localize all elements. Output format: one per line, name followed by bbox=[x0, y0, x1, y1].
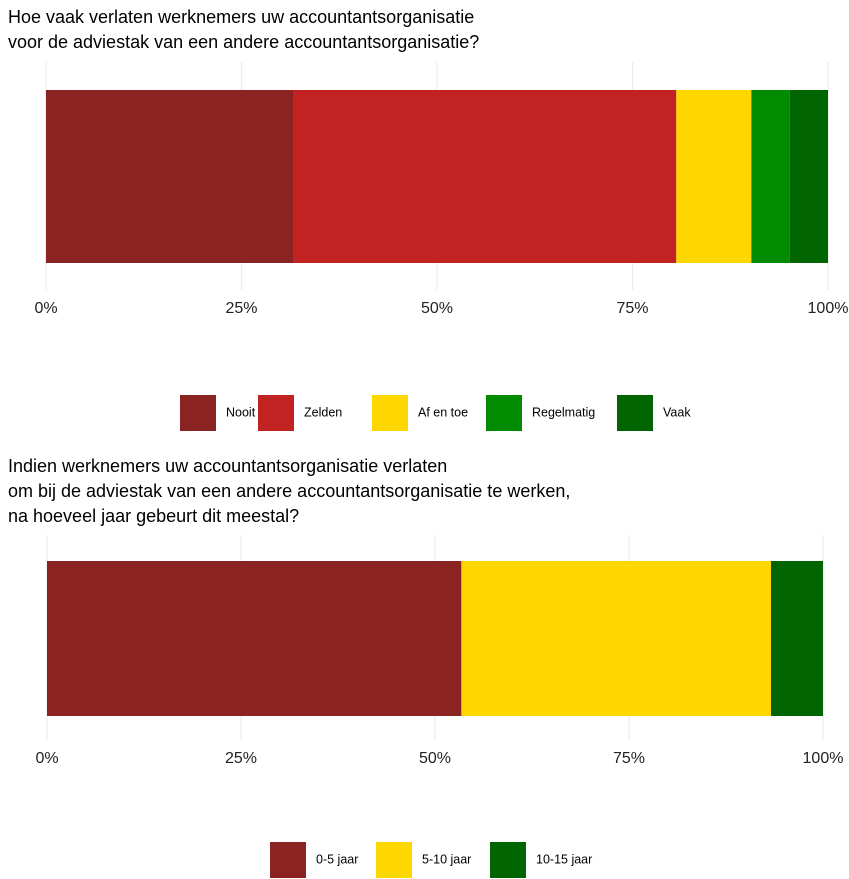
x-tick-label: 50% bbox=[421, 300, 453, 317]
x-tick-label: 0% bbox=[35, 750, 58, 767]
bar-segment bbox=[676, 90, 752, 263]
x-tick-label: 75% bbox=[616, 300, 648, 317]
bar-segment bbox=[461, 561, 772, 716]
legend-swatch bbox=[486, 395, 522, 431]
bar-segment bbox=[789, 90, 828, 263]
x-tick-label: 100% bbox=[808, 300, 849, 317]
chart-title: Indien werknemers uw accountantsorganisa… bbox=[8, 456, 447, 476]
chart-title: om bij de adviestak van een andere accou… bbox=[8, 481, 570, 501]
legend-label: Regelmatig bbox=[532, 405, 595, 419]
legend-swatch bbox=[270, 842, 306, 878]
legend-label: Nooit bbox=[226, 405, 256, 419]
x-tick-label: 25% bbox=[225, 300, 257, 317]
legend-label: 5-10 jaar bbox=[422, 852, 471, 866]
x-tick-label: 25% bbox=[225, 750, 257, 767]
legend-label: Vaak bbox=[663, 405, 691, 419]
x-tick-label: 50% bbox=[419, 750, 451, 767]
bar-segment bbox=[293, 90, 677, 263]
legend-swatch bbox=[372, 395, 408, 431]
chart-title: Hoe vaak verlaten werknemers uw accounta… bbox=[8, 7, 474, 27]
x-tick-label: 75% bbox=[613, 750, 645, 767]
legend-swatch bbox=[490, 842, 526, 878]
legend-label: 10-15 jaar bbox=[536, 852, 592, 866]
legend-label: Af en toe bbox=[418, 405, 468, 419]
bar-segment bbox=[771, 561, 823, 716]
x-tick-label: 100% bbox=[803, 750, 844, 767]
chart-title: na hoeveel jaar gebeurt dit meestal? bbox=[8, 506, 299, 526]
x-tick-label: 0% bbox=[34, 300, 57, 317]
legend-swatch bbox=[617, 395, 653, 431]
legend-swatch bbox=[376, 842, 412, 878]
chart-title: voor de adviestak van een andere account… bbox=[8, 32, 479, 52]
legend-label: Zelden bbox=[304, 405, 342, 419]
legend-swatch bbox=[258, 395, 294, 431]
bar-segment bbox=[46, 90, 294, 263]
legend-swatch bbox=[180, 395, 216, 431]
bar-segment bbox=[751, 90, 790, 263]
bar-segment bbox=[47, 561, 462, 716]
legend-label: 0-5 jaar bbox=[316, 852, 358, 866]
